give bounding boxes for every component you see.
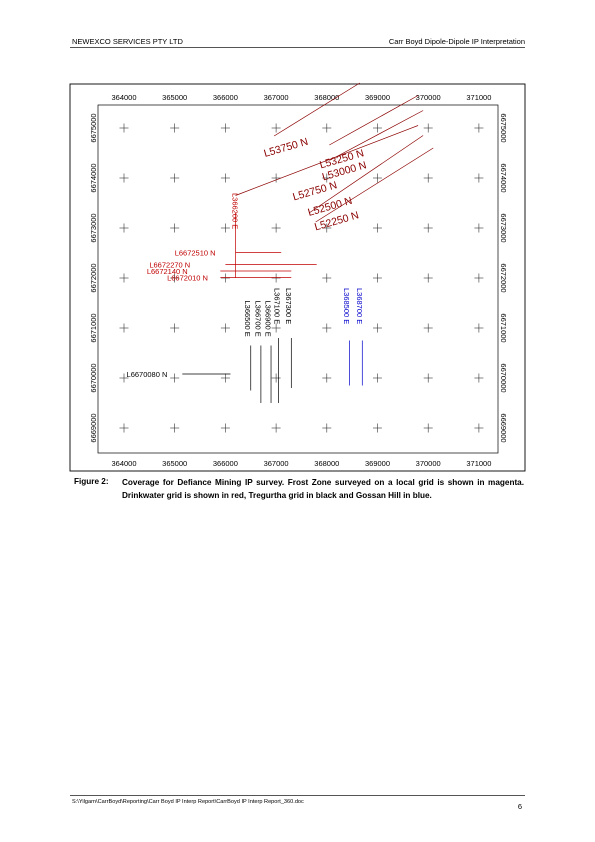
easting-tick-label-top: 366000 [213, 93, 238, 102]
frost_zone_lines-line [329, 95, 419, 146]
northing-tick-label-left: 6673000 [89, 213, 98, 242]
drinkwater_lines-label: L6672010 N [167, 274, 208, 283]
northing-tick-label-left: 6674000 [89, 163, 98, 192]
header-divider [70, 47, 525, 48]
easting-tick-label-top: 367000 [264, 93, 289, 102]
gossan_lines-label: L368700 E [355, 288, 364, 324]
easting-tick-label-bottom: 370000 [416, 459, 441, 468]
drinkwater_lines-label: L6672270 N [149, 261, 190, 270]
northing-tick-label-right: 6673000 [499, 213, 508, 242]
drinkwater_lines-label: L6672140 N [147, 267, 188, 276]
header-company: NEWEXCO SERVICES PTY LTD [72, 37, 183, 46]
frost_zone_lines-line [329, 110, 424, 161]
northing-tick-label-left: 6672000 [89, 263, 98, 292]
northing-tick-label-right: 6671000 [499, 313, 508, 342]
easting-tick-label-bottom: 364000 [111, 459, 136, 468]
northing-tick-label-right: 6670000 [499, 363, 508, 392]
northing-tick-label-left: 6675000 [89, 113, 98, 142]
frost_zone_lines-line [308, 135, 424, 214]
northing-tick-label-left: 6670000 [89, 363, 98, 392]
northing-tick-label-right: 6675000 [499, 113, 508, 142]
northing-tick-label-right: 6674000 [499, 163, 508, 192]
tregurtha_lines-label: L367300 E [284, 288, 293, 324]
footer-file-path: S:\Yilgarn\CarrBoyd\Reporting\Carr Boyd … [72, 799, 304, 805]
easting-tick-label-top: 370000 [416, 93, 441, 102]
map-frame [69, 83, 526, 472]
northing-tick-label-right: 6672000 [499, 263, 508, 292]
frost_zone_lines-label: L53750 N [262, 136, 309, 160]
easting-tick-label-bottom: 371000 [466, 459, 491, 468]
easting-tick-label-top: 368000 [314, 93, 339, 102]
easting-tick-label-bottom: 366000 [213, 459, 238, 468]
frost_zone_lines-line [273, 82, 360, 137]
tregurtha_lines-label: L366700 E [253, 301, 262, 337]
easting-tick-label-bottom: 365000 [162, 459, 187, 468]
drinkwater_lines-label: L6672510 N [175, 249, 216, 258]
northing-tick-label-left: 6671000 [89, 313, 98, 342]
easting-tick-label-bottom: 367000 [264, 459, 289, 468]
easting-tick-label-top: 371000 [466, 93, 491, 102]
easting-tick-label-top: 365000 [162, 93, 187, 102]
northing-tick-label-right: 6669000 [499, 413, 508, 442]
gossan_lines-label: L368500 E [342, 288, 351, 324]
header-report-title: Carr Boyd Dipole-Dipole IP Interpretatio… [388, 37, 525, 46]
tregurtha_lines-label: L366500 E [243, 301, 252, 337]
easting-tick-label-top: 364000 [111, 93, 136, 102]
easting-tick-label-bottom: 368000 [314, 459, 339, 468]
frost_zone_lines-line [315, 147, 434, 223]
tregurtha_lines-label: L366900 E [263, 301, 272, 337]
easting-tick-label-bottom: 369000 [365, 459, 390, 468]
frost_zone_lines-line [235, 125, 419, 196]
easting-tick-label-top: 369000 [365, 93, 390, 102]
map-plot-area [97, 104, 499, 454]
figure-label: Figure 2: [74, 477, 109, 486]
figure-caption: Coverage for Defiance Mining IP survey. … [122, 478, 524, 500]
page-number: 6 [517, 802, 522, 811]
northing-tick-label-left: 6669000 [89, 413, 98, 442]
tregurtha_lines-label: L6670080 N [127, 370, 168, 379]
footer-divider [70, 795, 525, 796]
drinkwater_lines-label: L366200 E [231, 193, 240, 229]
tregurtha_lines-label: L367100 E [273, 288, 282, 324]
